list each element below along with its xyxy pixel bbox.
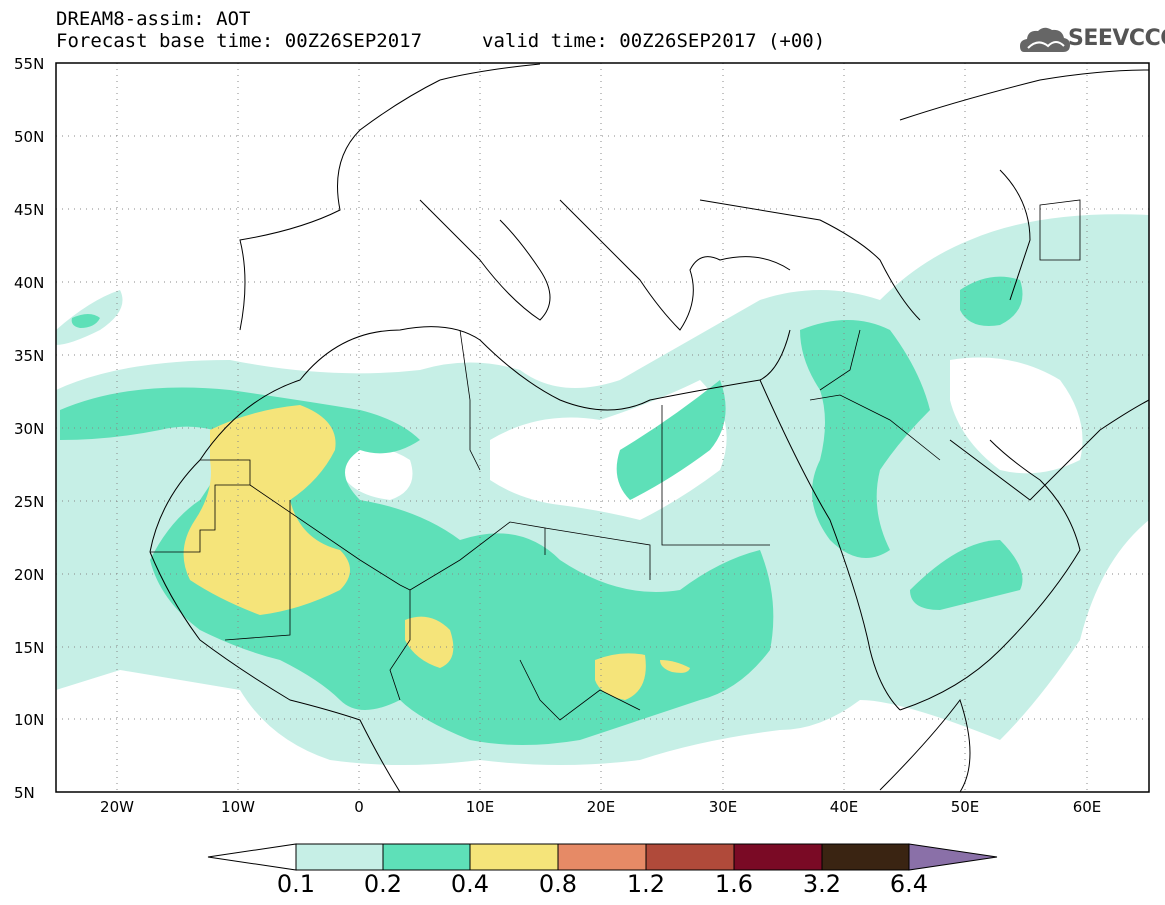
lon-label: 0: [354, 798, 364, 816]
aot-level-0.2: [616, 380, 726, 500]
colorbar-swatch-3.2: [821, 843, 910, 871]
lon-label: 40E: [829, 798, 859, 816]
colorbar: [207, 843, 998, 871]
colorbar-label: 0.8: [538, 870, 578, 898]
lat-label: 5N: [14, 784, 35, 802]
aot-clear-patch: [490, 380, 727, 520]
colorbar-swatch-0.1: [295, 843, 384, 871]
aot-level-0.2: [910, 540, 1023, 610]
colorbar-swatch-1.6: [733, 843, 823, 871]
colorbar-label: 1.2: [626, 870, 666, 898]
lat-label: 30N: [14, 420, 45, 438]
colorbar-label: 3.2: [802, 870, 842, 898]
coastlines: [149, 63, 1149, 792]
aot-level-0.2: [800, 320, 930, 558]
lat-label: 55N: [14, 55, 45, 73]
lon-label: 30E: [708, 798, 738, 816]
lat-label: 20N: [14, 566, 45, 584]
colorbar-label: 6.4: [889, 870, 929, 898]
lon-label: 10W: [221, 798, 255, 816]
aot-level-0.2: [960, 276, 1023, 326]
lat-label: 10N: [14, 711, 45, 729]
colorbar-label: 0.2: [363, 870, 403, 898]
lon-label: 20W: [100, 798, 134, 816]
aot-clear-patch: [950, 357, 1083, 474]
logo-text: SEEVCCC: [1068, 26, 1165, 51]
colorbar-high-arrow: [908, 843, 998, 871]
lon-label: 10E: [465, 798, 495, 816]
aot-clear-patch: [340, 446, 413, 500]
lon-label: 20E: [586, 798, 616, 816]
aot-level-0.4: [660, 660, 690, 673]
colorbar-swatch-0.8: [557, 843, 647, 871]
lat-label: 35N: [14, 347, 45, 365]
colorbar-label: 0.1: [276, 870, 316, 898]
colorbar-swatch-1.2: [645, 843, 735, 871]
lat-label: 15N: [14, 639, 45, 657]
lat-label: 45N: [14, 201, 45, 219]
lat-label: 40N: [14, 274, 45, 292]
aot-level-0.4: [595, 653, 646, 700]
lat-label: 50N: [14, 128, 45, 146]
forecast-base-time: Forecast base time: 00Z26SEP2017: [56, 30, 423, 52]
colorbar-label: 0.4: [450, 870, 490, 898]
aot-level-0.4: [405, 616, 454, 668]
aot-level-0.2: [71, 314, 100, 328]
cloud-icon: [1020, 27, 1070, 52]
aot-level-0.4: [183, 405, 350, 615]
aot-field: [56, 214, 1149, 765]
colorbar-low-arrow: [207, 843, 297, 871]
map-frame: [55, 62, 1150, 793]
colorbar-label: 1.6: [714, 870, 754, 898]
colorbar-swatch-0.2: [382, 843, 471, 871]
borders: [150, 199, 1081, 721]
valid-time: valid time: 00Z26SEP2017 (+00): [482, 30, 826, 52]
lon-label: 50E: [950, 798, 980, 816]
colorbar-swatch-0.4: [469, 843, 559, 871]
lon-label: 60E: [1072, 798, 1102, 816]
map-title: DREAM8-assim: AOT: [56, 8, 251, 30]
graticule: [56, 63, 1149, 792]
lat-label: 25N: [14, 493, 45, 511]
